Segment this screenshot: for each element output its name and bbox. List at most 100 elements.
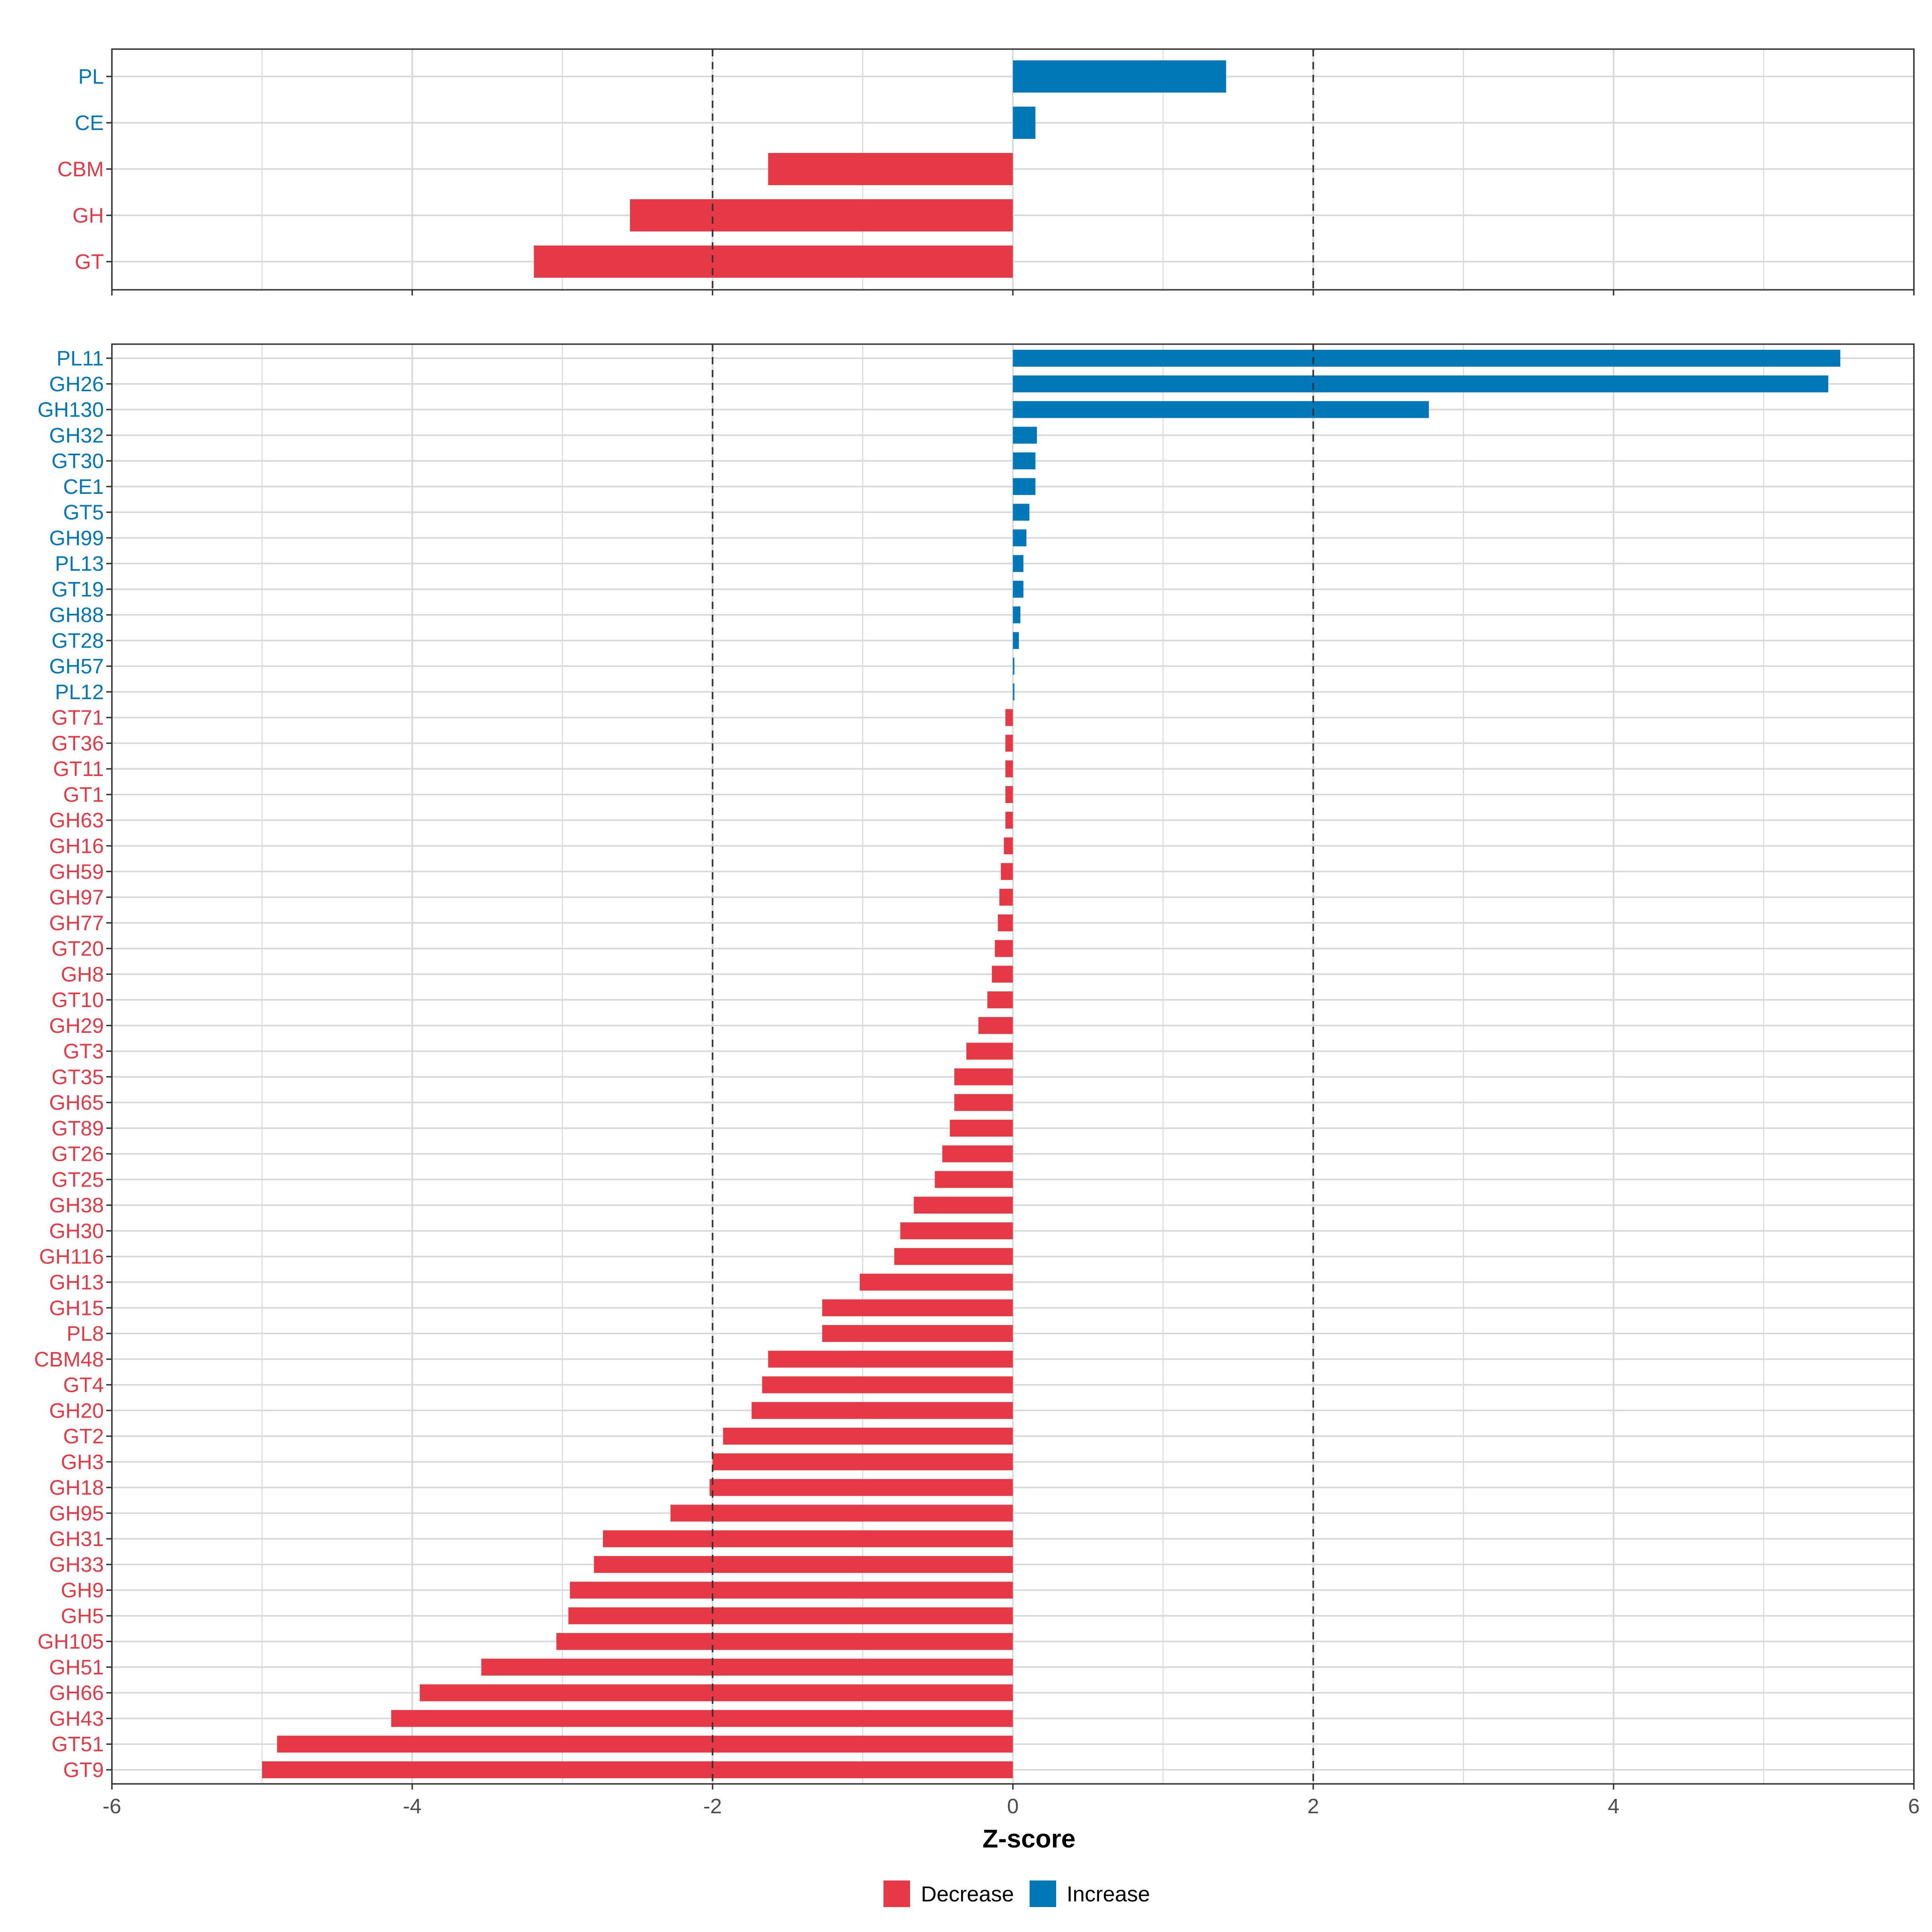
bottom-bar-gh8 (992, 966, 1013, 983)
bottom-category-label: GT89 (52, 1117, 104, 1140)
bottom-category-label: CBM48 (34, 1348, 104, 1371)
bottom-bar-gt35 (954, 1068, 1013, 1086)
bottom-bar-gt3 (966, 1042, 1013, 1060)
bottom-bar-gh31 (603, 1530, 1013, 1548)
bottom-category-label: GH8 (61, 963, 104, 986)
bottom-bar-gh9 (570, 1581, 1013, 1599)
bottom-bar-gh51 (481, 1658, 1013, 1676)
top-category-label: CBM (57, 158, 104, 181)
bottom-category-label: GH9 (61, 1579, 104, 1602)
bottom-bar-gh33 (594, 1556, 1013, 1573)
x-tick-label: -6 (103, 1795, 121, 1818)
bottom-category-label: GH16 (49, 835, 104, 858)
bottom-bar-gh116 (894, 1248, 1013, 1265)
bottom-category-label: GT5 (63, 501, 104, 524)
bottom-category-label: PL11 (56, 347, 104, 370)
bottom-category-label: GH18 (49, 1476, 104, 1500)
bottom-category-label: GT28 (52, 629, 104, 652)
bottom-bar-gh66 (419, 1684, 1013, 1701)
bottom-category-label: GH63 (49, 809, 104, 832)
bottom-category-label: GH43 (49, 1707, 104, 1730)
bottom-bar-pl8 (822, 1325, 1013, 1342)
bottom-category-label: GH77 (49, 912, 104, 935)
bottom-category-label: GT2 (63, 1425, 104, 1448)
bottom-category-label: CE1 (63, 475, 104, 499)
x-tick-label: 0 (1007, 1795, 1019, 1818)
bottom-category-label: GH105 (37, 1630, 104, 1653)
bottom-category-label: GH3 (61, 1451, 104, 1474)
bottom-category-label: PL13 (55, 552, 104, 576)
bottom-bar-ce1 (1013, 478, 1036, 495)
bottom-bar-gh5 (568, 1607, 1013, 1624)
bottom-category-label: GT30 (52, 450, 104, 473)
bottom-bar-gt71 (1005, 709, 1013, 726)
bottom-category-label: GH65 (49, 1091, 104, 1115)
bottom-category-label: GH66 (49, 1682, 104, 1705)
x-tick-label: 4 (1608, 1795, 1619, 1818)
bottom-bar-gt51 (277, 1736, 1013, 1753)
bottom-category-label: GH38 (49, 1194, 104, 1217)
bottom-category-label: GH32 (49, 424, 104, 447)
bottom-category-label: GH5 (61, 1604, 104, 1628)
bottom-category-label: GH51 (49, 1656, 104, 1679)
legend: Decrease Increase (883, 1880, 1150, 1907)
top-category-label: GH (72, 204, 104, 227)
bottom-bar-gt11 (1005, 760, 1013, 778)
bottom-category-label: GT25 (52, 1168, 104, 1191)
bottom-bar-gh65 (954, 1094, 1013, 1111)
bottom-category-label: GH130 (37, 398, 104, 422)
bottom-bar-gh57 (1013, 658, 1015, 675)
bottom-category-label: GT36 (52, 732, 104, 755)
bottom-bar-gh105 (556, 1633, 1013, 1650)
bottom-bar-pl12 (1013, 683, 1015, 700)
legend-increase-key (1030, 1880, 1056, 1907)
bottom-bar-gh63 (1005, 811, 1013, 829)
x-tick-label: 6 (1908, 1795, 1920, 1818)
bottom-category-label: GH15 (49, 1296, 104, 1320)
bottom-bar-gh16 (1004, 837, 1013, 855)
bottom-bar-gt20 (995, 940, 1013, 957)
top-bar-cbm (768, 153, 1013, 185)
bottom-bar-gh29 (978, 1017, 1013, 1034)
top-category-label: PL (78, 65, 104, 89)
bottom-category-label: PL8 (66, 1322, 104, 1346)
top-bar-pl (1013, 60, 1226, 93)
bottom-category-label: GT10 (52, 989, 104, 1012)
bottom-category-label: GT20 (52, 937, 104, 961)
bottom-bar-gh99 (1013, 529, 1027, 547)
bottom-bar-gh59 (1001, 863, 1013, 880)
x-axis-title: Z-score (983, 1824, 1075, 1853)
bottom-category-label: GT71 (52, 706, 104, 730)
bottom-bar-gh130 (1013, 401, 1429, 418)
bottom-category-label: GH57 (49, 655, 104, 678)
bottom-category-label: GH31 (49, 1527, 104, 1551)
bottom-category-label: PL12 (55, 681, 104, 704)
top-bar-gh (630, 199, 1013, 231)
bottom-bar-gt9 (262, 1761, 1013, 1778)
bottom-category-label: GT4 (63, 1374, 104, 1397)
bottom-bar-gt30 (1013, 452, 1036, 470)
bottom-category-label: GH26 (49, 373, 104, 396)
bottom-bar-gt26 (942, 1145, 1013, 1162)
bottom-bar-gh26 (1013, 375, 1829, 392)
bottom-category-label: GH116 (39, 1245, 104, 1269)
legend-increase-label: Increase (1067, 1882, 1150, 1906)
bottom-bar-gt89 (949, 1119, 1013, 1137)
top-bar-ce (1013, 107, 1036, 139)
bottom-category-label: GH97 (49, 886, 104, 909)
top-bar-gt (534, 246, 1013, 278)
legend-decrease-key (883, 1880, 910, 1907)
x-tick-label: -2 (703, 1795, 722, 1818)
bottom-bar-gh13 (859, 1274, 1013, 1291)
bottom-bar-gt19 (1013, 580, 1024, 598)
bottom-bar-gt10 (987, 991, 1013, 1009)
bottom-category-label: GT1 (63, 783, 104, 807)
top-panel: PL CE CBM GH GT (57, 48, 1915, 295)
x-tick-label: 2 (1307, 1795, 1319, 1818)
bottom-bar-gh3 (712, 1453, 1013, 1470)
bottom-bar-gt2 (723, 1428, 1013, 1445)
bottom-category-label: GH95 (49, 1502, 104, 1525)
bottom-category-label: GT51 (52, 1733, 104, 1756)
bottom-bar-gh88 (1013, 606, 1021, 623)
